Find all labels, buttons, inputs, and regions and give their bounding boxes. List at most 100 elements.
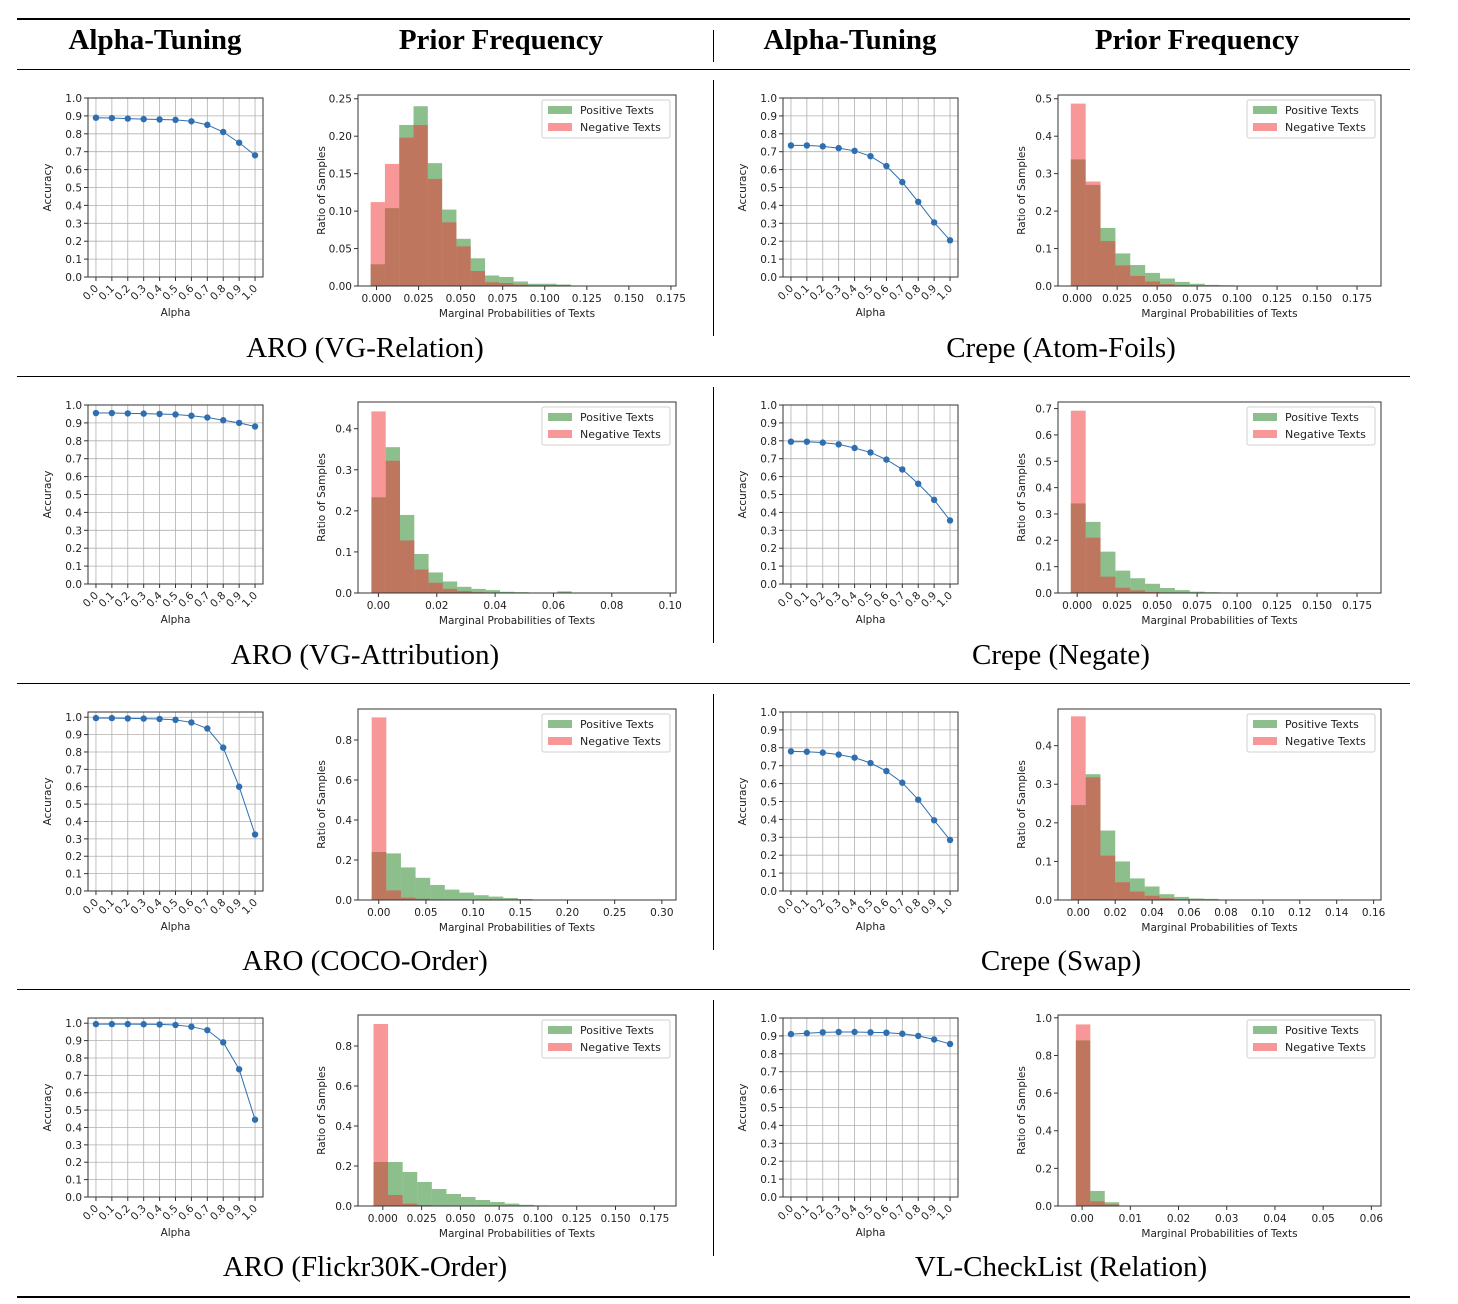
positive-bar (1174, 590, 1190, 593)
negative-bar (413, 124, 428, 286)
legend-label: Positive Texts (580, 718, 654, 731)
axes-frame (357, 94, 677, 287)
negative-bar (442, 222, 457, 286)
data-point (172, 411, 179, 418)
positive-bar (1130, 578, 1146, 593)
data-point (92, 714, 100, 722)
data-point (204, 121, 211, 129)
y-tick-label: 0.5 (760, 797, 777, 809)
negative-bar (1085, 181, 1101, 286)
data-point (930, 496, 938, 504)
data-point (204, 1026, 211, 1034)
y-tick-label: 0.2 (1035, 535, 1052, 547)
y-tick-label: 0.3 (65, 1140, 82, 1152)
legend-label: Negative Texts (580, 1041, 661, 1054)
legend-swatch-positive (548, 413, 572, 421)
x-tick-label: 0.150 (1302, 600, 1332, 612)
x-tick-label: 0.075 (488, 293, 518, 305)
y-tick-label: 1.0 (760, 400, 777, 412)
x-tick-label: 0.04 (483, 600, 507, 612)
y-tick-label: 0.4 (65, 507, 82, 519)
data-point (235, 1066, 243, 1073)
y-tick-label: 0.0 (1035, 281, 1052, 293)
data-point (156, 715, 163, 723)
y-axis-label: Accuracy (737, 164, 749, 212)
x-tick-label: 0.075 (1182, 293, 1212, 305)
data-point (803, 438, 811, 445)
data-point (883, 456, 890, 463)
data-point (235, 139, 243, 146)
y-tick-label: 0.8 (65, 436, 82, 448)
data-point (851, 1028, 858, 1036)
negative-bar (457, 590, 472, 593)
y-tick-label: 0.5 (1035, 456, 1052, 468)
negative-bar (1100, 576, 1116, 593)
y-tick-label: 0.1 (65, 869, 82, 881)
y-tick-label: 0.4 (760, 507, 777, 519)
positive-bar (430, 885, 445, 900)
y-tick-label: 0.9 (760, 725, 777, 737)
data-point (819, 749, 826, 756)
y-tick-label: 0.8 (65, 1053, 82, 1065)
y-tick-label: 0.1 (760, 868, 777, 880)
y-tick-label: 0.4 (760, 1120, 777, 1132)
x-tick-label: 0.150 (600, 1213, 630, 1225)
panel-caption: Crepe (Negate) (972, 639, 1150, 671)
x-tick-label: 1.0 (240, 897, 260, 917)
x-axis-label: Alpha (856, 1227, 886, 1239)
y-tick-label: 0.2 (335, 1161, 352, 1173)
y-tick-label: 1.0 (65, 93, 82, 105)
positive-bar (461, 1197, 476, 1206)
x-tick-label: 0.06 (1360, 1213, 1384, 1225)
negative-bar (499, 283, 514, 286)
data-point (156, 116, 163, 123)
data-point (946, 836, 954, 844)
x-tick-label: 0.04 (1263, 1213, 1287, 1225)
data-point (108, 409, 116, 417)
header-rule (17, 69, 1410, 70)
y-tick-label: 0.6 (760, 165, 777, 177)
y-tick-label: 0.4 (65, 1122, 82, 1134)
data-point (835, 144, 842, 152)
x-tick-label: 0.125 (572, 293, 602, 305)
negative-bar (371, 411, 386, 593)
legend-label: Positive Texts (1285, 411, 1359, 424)
y-tick-label: 0.7 (65, 1070, 82, 1082)
negative-bar (400, 540, 415, 593)
x-axis-label: Marginal Probabilities of Texts (1141, 1228, 1297, 1240)
negative-bar (1070, 716, 1086, 900)
negative-bar (1115, 587, 1131, 593)
x-tick-label: 0.075 (1182, 600, 1212, 612)
x-tick-label: 0.02 (1104, 907, 1127, 919)
x-tick-label: 0.16 (1362, 907, 1386, 919)
positive-bar (1189, 591, 1205, 593)
positive-bar (1160, 278, 1175, 286)
data-point (946, 237, 954, 244)
x-axis-label: Alpha (856, 307, 886, 319)
y-tick-label: 0.25 (329, 94, 352, 106)
data-point (172, 716, 179, 724)
legend-swatch-negative (1253, 430, 1277, 438)
y-tick-label: 0.20 (329, 131, 352, 143)
y-tick-label: 0.8 (335, 735, 352, 747)
negative-bar (485, 282, 500, 286)
negative-bar (370, 202, 385, 286)
negative-bar (1144, 895, 1160, 900)
y-axis-label: Ratio of Samples (316, 146, 328, 235)
y-tick-label: 0.8 (760, 129, 777, 141)
legend-swatch-negative (1253, 1043, 1277, 1051)
legend-swatch-positive (1253, 413, 1277, 421)
y-tick-label: 0.7 (760, 1067, 777, 1079)
legend-swatch-negative (548, 430, 572, 438)
x-tick-label: 0.100 (523, 1213, 553, 1225)
prior-frequency-chart: Positive Texts Negative Texts 0.00 0.05 0.10… (316, 708, 677, 934)
data-point (251, 831, 259, 838)
positive-bar (557, 591, 572, 593)
positive-bar (1160, 587, 1175, 593)
legend-swatch-positive (1253, 720, 1277, 728)
x-tick-label: 0.02 (1167, 1213, 1190, 1225)
x-tick-label: 0.06 (1177, 907, 1201, 919)
x-tick-label: 0.100 (1222, 293, 1252, 305)
y-tick-label: 0.0 (1035, 1201, 1052, 1213)
x-tick-label: 0.000 (361, 293, 391, 305)
